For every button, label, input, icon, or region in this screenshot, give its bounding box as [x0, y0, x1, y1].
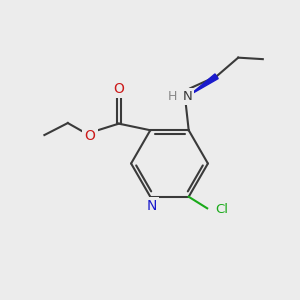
- Polygon shape: [190, 74, 218, 95]
- Text: O: O: [85, 129, 95, 142]
- Text: Cl: Cl: [215, 203, 228, 216]
- Text: N: N: [183, 90, 192, 103]
- Text: H: H: [168, 90, 177, 103]
- Text: N: N: [147, 199, 157, 213]
- Text: O: O: [113, 82, 124, 96]
